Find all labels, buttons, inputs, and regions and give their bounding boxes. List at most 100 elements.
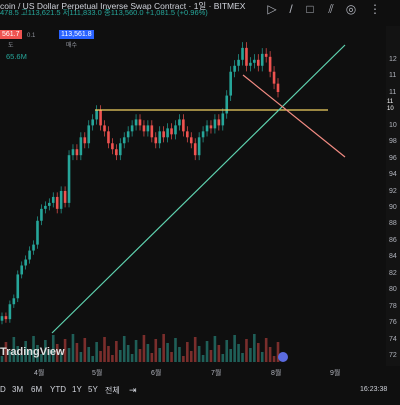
y-tick-label: 84 [389, 253, 397, 261]
volume-bar [225, 340, 229, 362]
y-tick-label: 96 [389, 154, 397, 162]
y-tick-label: 94 [389, 171, 397, 179]
timeframe-1d[interactable]: D [0, 385, 6, 394]
volume-bar [134, 340, 138, 362]
volume-bars [0, 334, 280, 362]
candle-body [276, 83, 280, 92]
volume-bar [249, 348, 252, 362]
candle-body [138, 119, 142, 126]
volume-bar [4, 342, 8, 362]
calendar-range-icon[interactable]: ⇥ [129, 385, 137, 395]
play-icon[interactable]: ▷ [267, 2, 277, 16]
candle-body [201, 131, 205, 138]
y-tick-label: 11 [389, 88, 397, 96]
symbol-title[interactable]: coin / US Dollar Perpetual Inverse Swap … [0, 1, 246, 11]
candle-body [55, 196, 59, 209]
timeframe-all[interactable]: 전체 [105, 386, 120, 395]
candle-body [256, 59, 260, 66]
y-tick-label: 88 [389, 220, 397, 228]
candle-body [241, 47, 244, 60]
volume-bar [16, 346, 20, 362]
sell-price-button[interactable]: 561.7 [0, 30, 22, 39]
candle-body [268, 56, 272, 72]
candle-body [205, 125, 209, 132]
volume-bar [217, 345, 221, 362]
candle-body [130, 125, 134, 132]
volume-bar [95, 342, 98, 362]
eye-off-icon[interactable]: ◎ [345, 2, 357, 16]
candle-body [134, 119, 138, 126]
candle-body [48, 202, 51, 206]
candle-body [32, 244, 35, 251]
volume-bar [221, 354, 225, 362]
volume-bar [32, 336, 35, 362]
candle-body [142, 125, 146, 132]
candle-body [221, 113, 225, 126]
price-tag-previous: 10 [387, 105, 400, 113]
candle-body [178, 119, 181, 126]
timeframe-ytd[interactable]: YTD [50, 385, 66, 394]
candle-body [154, 137, 158, 144]
volume-bar [28, 350, 31, 362]
volume-bar [193, 337, 197, 362]
compare-icon[interactable]: ⫽ [328, 2, 334, 16]
volume-bar [166, 343, 169, 362]
volume-bar [111, 355, 114, 362]
candle-body [75, 149, 79, 156]
timeframe-1y[interactable]: 1Y [72, 385, 82, 394]
candle-body [189, 137, 193, 144]
volume-bar [233, 335, 236, 362]
volume-bar [12, 337, 16, 362]
volume-bar [91, 356, 94, 362]
candle-body [150, 125, 154, 138]
timeframe-3m[interactable]: 3M [12, 385, 24, 394]
timeframe-6m[interactable]: 6M [31, 385, 43, 394]
volume-bar [55, 344, 59, 362]
spread-value: 0.1 [27, 33, 36, 39]
y-tick-label: 80 [389, 286, 397, 294]
slash-icon[interactable]: / [289, 2, 293, 16]
volume-bar [276, 342, 280, 362]
volume-bar [51, 335, 55, 362]
volume-bar [174, 338, 177, 362]
candle-body [40, 208, 43, 221]
event-flag-icon[interactable] [278, 352, 288, 362]
volume-bar [130, 354, 134, 362]
candle-body [217, 119, 221, 126]
volume-bar [83, 338, 87, 362]
volume-bar [99, 351, 102, 362]
candle-body [237, 59, 240, 66]
candle-body [67, 155, 71, 203]
volume-bar [256, 343, 260, 362]
timeframe-bar [0, 382, 400, 400]
buy-price-button[interactable]: 113,561.8 [59, 30, 94, 39]
volume-bar [40, 354, 43, 362]
candle-body [24, 259, 27, 266]
volume-bar [150, 353, 154, 362]
candle-body [229, 71, 232, 96]
sell-label: 도 [8, 43, 14, 49]
volume-bar [107, 346, 110, 362]
volume-bar [197, 346, 201, 362]
volume-bar [24, 341, 27, 362]
x-tick-label: 6월 [151, 370, 162, 377]
candle-body [87, 125, 91, 144]
volume-bar [122, 336, 126, 362]
candle-body [51, 196, 55, 203]
volume-bar [205, 341, 209, 362]
square-icon[interactable]: □ [306, 2, 314, 16]
more-icon[interactable]: ⋮ [369, 2, 381, 16]
volume-bar [115, 341, 118, 362]
volume-bar [260, 352, 264, 362]
volume-bar [201, 355, 205, 362]
volume-bar [253, 334, 256, 362]
volume-bar [189, 351, 193, 362]
candle-body [126, 131, 130, 138]
y-tick-label: 76 [389, 319, 397, 327]
candle-body [260, 53, 264, 66]
timeframe-5y[interactable]: 5Y [88, 385, 98, 394]
x-tick-label: 9월 [330, 370, 341, 377]
volume-bar [75, 343, 79, 362]
